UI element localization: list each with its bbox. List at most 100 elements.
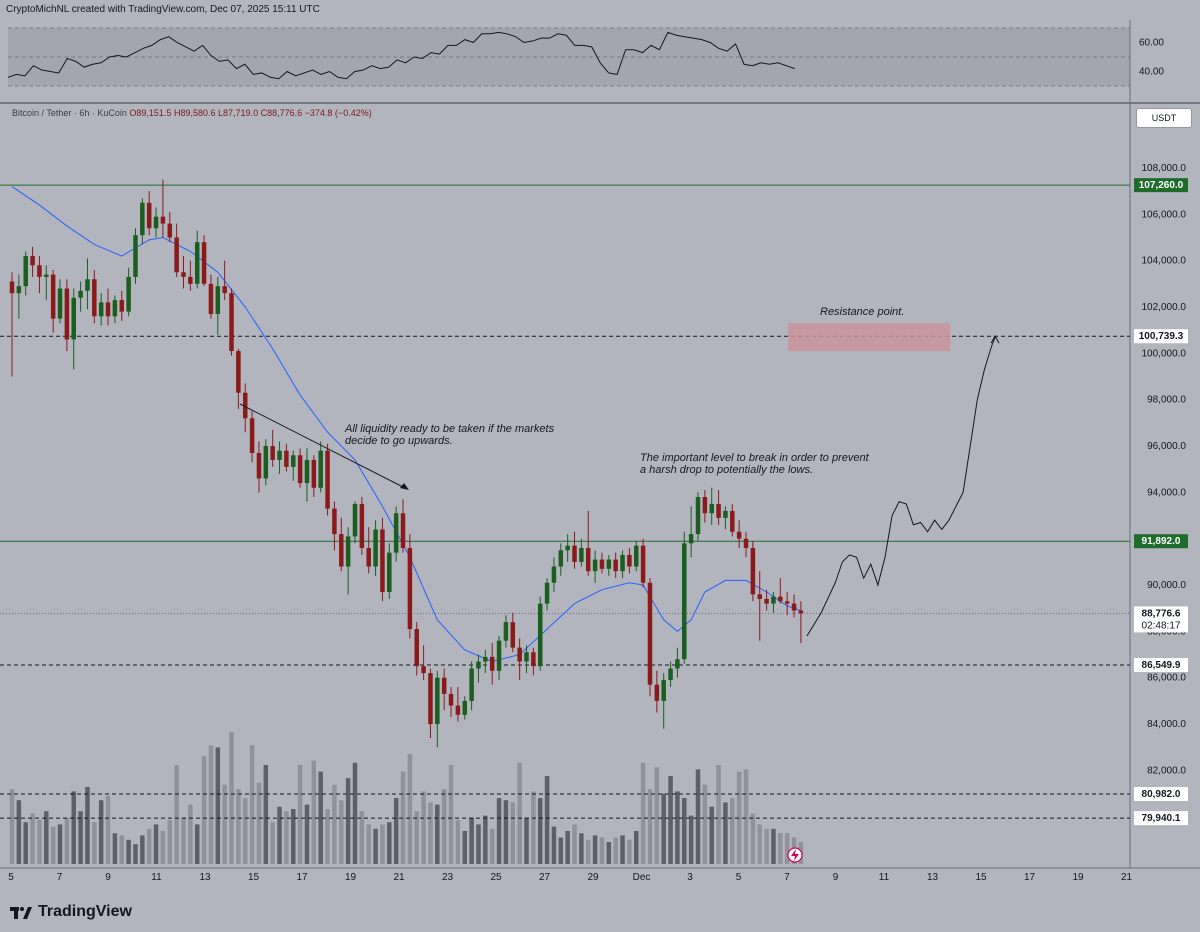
- candle-body[interactable]: [455, 705, 461, 715]
- candle-body[interactable]: [85, 279, 90, 291]
- candle-body[interactable]: [229, 293, 234, 352]
- candle-body[interactable]: [537, 603, 543, 667]
- candle-body[interactable]: [297, 455, 303, 484]
- candle-body[interactable]: [37, 265, 42, 277]
- candle-body[interactable]: [784, 601, 790, 604]
- candle-body[interactable]: [208, 283, 214, 314]
- candle-body[interactable]: [44, 274, 49, 277]
- candle-body[interactable]: [572, 545, 577, 562]
- candle-body[interactable]: [771, 596, 776, 604]
- candle-body[interactable]: [448, 693, 454, 706]
- candle-body[interactable]: [640, 545, 646, 583]
- candle-body[interactable]: [558, 550, 564, 567]
- candle-body[interactable]: [325, 450, 330, 509]
- candle-body[interactable]: [153, 216, 159, 229]
- candle-body[interactable]: [126, 276, 131, 312]
- candle-body[interactable]: [503, 622, 509, 641]
- candle-body[interactable]: [407, 547, 413, 630]
- candle-body[interactable]: [688, 534, 694, 544]
- candle-body[interactable]: [695, 497, 701, 535]
- candle-body[interactable]: [791, 603, 797, 611]
- candle-body[interactable]: [592, 559, 598, 572]
- candle-body[interactable]: [332, 508, 337, 535]
- candle-body[interactable]: [277, 450, 282, 460]
- candle-body[interactable]: [510, 622, 516, 648]
- candle-body[interactable]: [174, 237, 179, 273]
- candle-body[interactable]: [112, 300, 118, 317]
- candle-body[interactable]: [9, 281, 15, 294]
- candle-body[interactable]: [489, 656, 495, 671]
- candle-body[interactable]: [421, 666, 426, 674]
- candle-body[interactable]: [606, 559, 612, 569]
- candle-body[interactable]: [428, 673, 433, 725]
- candle-body[interactable]: [30, 256, 35, 266]
- candle-body[interactable]: [723, 510, 728, 518]
- candle-body[interactable]: [764, 598, 769, 604]
- candle-body[interactable]: [565, 545, 570, 551]
- candle-body[interactable]: [682, 543, 687, 660]
- candle-body[interactable]: [339, 534, 344, 567]
- arrow-line[interactable]: [239, 403, 408, 490]
- candle-body[interactable]: [140, 202, 145, 236]
- projection-path[interactable]: [806, 335, 1000, 637]
- candle-body[interactable]: [201, 242, 207, 284]
- candle-body[interactable]: [627, 554, 632, 567]
- candle-body[interactable]: [188, 276, 193, 284]
- candle-body[interactable]: [215, 286, 221, 314]
- candle-body[interactable]: [311, 459, 317, 488]
- candle-body[interactable]: [716, 503, 721, 518]
- candle-body[interactable]: [730, 510, 735, 532]
- alert-icon[interactable]: [787, 847, 803, 863]
- candle-body[interactable]: [50, 274, 56, 319]
- candle-body[interactable]: [544, 582, 550, 604]
- candle-body[interactable]: [414, 629, 419, 667]
- candle-body[interactable]: [92, 279, 97, 317]
- candle-body[interactable]: [373, 529, 378, 567]
- candle-body[interactable]: [352, 503, 358, 537]
- candle-body[interactable]: [78, 290, 83, 298]
- candle-body[interactable]: [359, 503, 365, 548]
- resistance-zone[interactable]: [788, 323, 950, 352]
- candle-body[interactable]: [654, 684, 660, 701]
- candle-body[interactable]: [757, 594, 762, 599]
- candle-body[interactable]: [551, 566, 557, 583]
- candle-body[interactable]: [613, 559, 618, 572]
- candle-body[interactable]: [105, 302, 111, 317]
- candle-body[interactable]: [366, 547, 371, 567]
- projection-line[interactable]: [806, 336, 996, 637]
- candle-body[interactable]: [345, 536, 351, 567]
- candle-body[interactable]: [476, 661, 481, 669]
- candle-body[interactable]: [483, 656, 488, 662]
- candle-body[interactable]: [675, 659, 680, 669]
- candle-body[interactable]: [270, 446, 275, 460]
- tradingview-logo[interactable]: TradingView: [10, 900, 132, 924]
- candle-body[interactable]: [441, 677, 447, 694]
- candle-body[interactable]: [256, 452, 262, 479]
- candle-body[interactable]: [661, 680, 666, 701]
- candle-body[interactable]: [579, 547, 584, 562]
- candle-body[interactable]: [181, 272, 186, 277]
- candle-body[interactable]: [647, 582, 653, 685]
- candle-body[interactable]: [517, 647, 522, 662]
- ma-line[interactable]: [11, 186, 802, 663]
- candle-body[interactable]: [236, 351, 241, 393]
- candle-body[interactable]: [23, 256, 28, 287]
- candle-body[interactable]: [709, 503, 714, 514]
- currency-button[interactable]: USDT: [1136, 108, 1192, 128]
- candle-body[interactable]: [743, 538, 749, 548]
- candle-body[interactable]: [167, 223, 173, 238]
- candle-body[interactable]: [620, 554, 625, 572]
- candle-body[interactable]: [469, 668, 474, 701]
- candle-body[interactable]: [194, 242, 200, 284]
- candle-body[interactable]: [380, 529, 385, 593]
- candle-body[interactable]: [71, 297, 76, 340]
- candle-body[interactable]: [98, 302, 104, 317]
- candle-body[interactable]: [462, 700, 468, 715]
- candle-body[interactable]: [634, 545, 639, 567]
- candle-body[interactable]: [318, 450, 323, 488]
- candle-body[interactable]: [599, 559, 605, 569]
- candle-body[interactable]: [249, 418, 255, 453]
- candle-body[interactable]: [304, 459, 310, 484]
- candle-body[interactable]: [736, 531, 742, 539]
